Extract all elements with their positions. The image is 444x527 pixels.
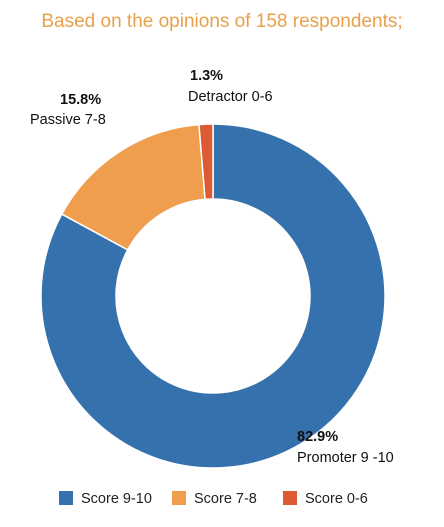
legend-label-score-0-6: Score 0-6 <box>305 491 368 507</box>
legend-swatch-score-7-8 <box>172 491 186 505</box>
legend-swatch-score-9-10 <box>59 491 73 505</box>
legend-swatch-score-0-6 <box>283 491 297 505</box>
legend-label-score-9-10: Score 9-10 <box>81 491 152 507</box>
slice-name-label-score-9-10: Promoter 9 -10 <box>297 450 394 466</box>
slice-name-label-score-7-8: Passive 7-8 <box>30 112 106 128</box>
donut-slice-score-0-6 <box>198 123 214 201</box>
donut-slice-score-9-10 <box>40 123 386 469</box>
legend-label-score-7-8: Score 7-8 <box>194 491 257 507</box>
donut-slices <box>40 123 386 469</box>
slice-value-label-score-0-6: 1.3% <box>190 68 223 84</box>
legend: Score 9-10 Score 7-8 Score 0-6 <box>59 491 368 507</box>
slice-value-label-score-7-8: 15.8% <box>60 92 101 108</box>
slice-name-label-score-0-6: Detractor 0-6 <box>188 89 273 105</box>
slice-value-label-score-9-10: 82.9% <box>297 429 338 445</box>
chart-title: Based on the opinions of 158 respondents… <box>41 11 403 32</box>
